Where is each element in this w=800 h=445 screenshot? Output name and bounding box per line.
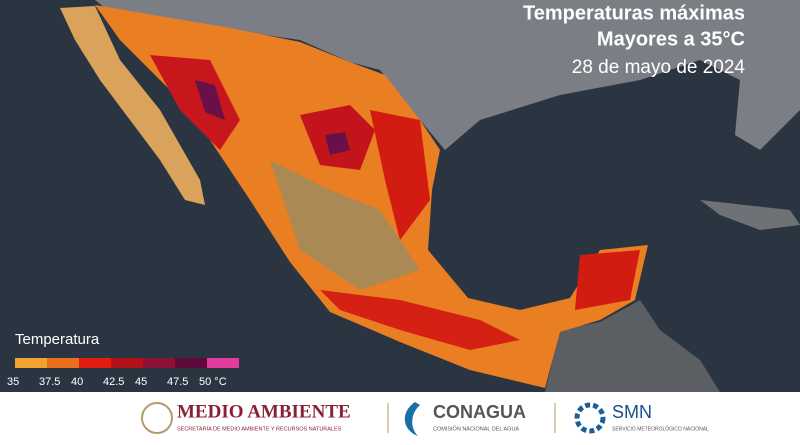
smn-subtitle: SERVICIO METEOROLÓGICO NACIONAL	[612, 425, 709, 432]
mexico-mainland	[95, 5, 648, 388]
legend-swatch	[207, 358, 239, 368]
title-line-1: Temperaturas máximas	[523, 2, 745, 24]
cuba	[700, 200, 800, 230]
conagua-logo	[404, 402, 420, 436]
legend-swatch	[111, 358, 143, 368]
legend-tick-label: 42.5	[103, 376, 124, 388]
legend-swatch	[79, 358, 111, 368]
legend-tick-label: 40	[71, 376, 83, 388]
legend-tick-label: 35	[7, 376, 19, 388]
hot-zone	[370, 110, 430, 240]
conagua-name: CONAGUA	[433, 402, 526, 422]
footer	[0, 392, 800, 445]
legend-tick-label: 45	[135, 376, 147, 388]
conagua-subtitle: COMISIÓN NACIONAL DEL AGUA	[433, 425, 519, 432]
legend-tick-label: 47.5	[167, 376, 188, 388]
legend-swatch	[143, 358, 175, 368]
hot-zone	[320, 290, 520, 350]
date: 28 de mayo de 2024	[572, 57, 746, 78]
hot-zone	[150, 55, 240, 150]
legend-title: Temperatura	[15, 331, 100, 348]
legend-swatch	[15, 358, 47, 368]
usa-land	[95, 0, 800, 150]
hot-zone	[575, 250, 640, 310]
cooler-highlands	[270, 160, 420, 290]
semarnat-subtitle: SECRETARÍA DE MEDIO AMBIENTE Y RECURSOS …	[177, 425, 342, 432]
legend-tick-label: 50 °C	[199, 376, 227, 388]
smn-name: SMN	[612, 402, 652, 422]
legend-swatch	[47, 358, 79, 368]
legend-swatch	[175, 358, 207, 368]
smn-logo	[574, 402, 606, 434]
legend: 35 37.5 40 42.5 45 47.5 50 °C	[7, 358, 239, 388]
hot-core	[325, 132, 350, 155]
legend-tick-label: 37.5	[39, 376, 60, 388]
semarnat-name: MEDIO AMBIENTE	[177, 401, 351, 422]
hot-core	[195, 80, 225, 120]
semarnat-logo	[141, 402, 173, 434]
title-line-2: Mayores a 35°C	[597, 28, 745, 50]
baja-california	[60, 6, 205, 205]
central-america	[545, 300, 720, 392]
